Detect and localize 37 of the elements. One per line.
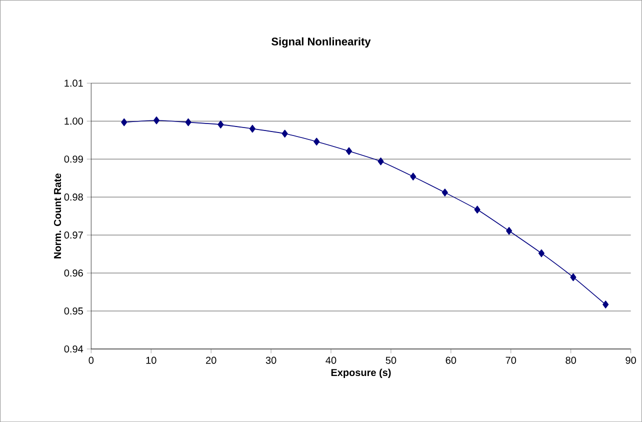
x-axis-title: Exposure (s) — [331, 368, 391, 378]
x-tick-label: 60 — [446, 356, 456, 364]
y-tick-label: 0.95 — [64, 307, 83, 314]
point — [153, 116, 160, 124]
point — [249, 124, 256, 133]
point — [506, 226, 512, 235]
y-tick-label: 0.99 — [64, 156, 83, 163]
point — [410, 172, 416, 180]
y-tick-label: 0.94 — [64, 345, 84, 352]
point — [314, 138, 320, 146]
y-tick-label: 1.01 — [64, 80, 83, 87]
y-tick-label: 0.96 — [64, 269, 83, 276]
x-tick-label: 20 — [206, 356, 216, 364]
y-tick-label: 0.97 — [64, 231, 83, 239]
x-tick-label: 70 — [506, 356, 516, 364]
y-axis-title: Norm. Count Rate — [54, 173, 62, 258]
point — [218, 120, 224, 128]
x-tick-label: 0 — [88, 356, 94, 364]
y-tick-label: 1.00 — [64, 118, 83, 125]
x-tick-label: 80 — [566, 356, 576, 364]
point — [378, 157, 384, 166]
point — [185, 118, 192, 126]
point — [570, 273, 576, 282]
y-tick-label: 0.98 — [64, 193, 83, 201]
point — [121, 118, 128, 126]
point — [346, 147, 352, 155]
point — [602, 300, 609, 308]
x-tick-label: 40 — [326, 356, 336, 364]
x-tick-label: 50 — [386, 356, 396, 364]
point — [282, 130, 288, 138]
point — [442, 188, 448, 196]
point — [474, 206, 480, 214]
x-tick-label: 10 — [146, 356, 156, 364]
point — [538, 249, 544, 258]
chart-title: Signal Nonlinearity — [272, 37, 371, 48]
x-tick-label: 90 — [626, 356, 636, 364]
x-tick-label: 30 — [266, 356, 276, 364]
